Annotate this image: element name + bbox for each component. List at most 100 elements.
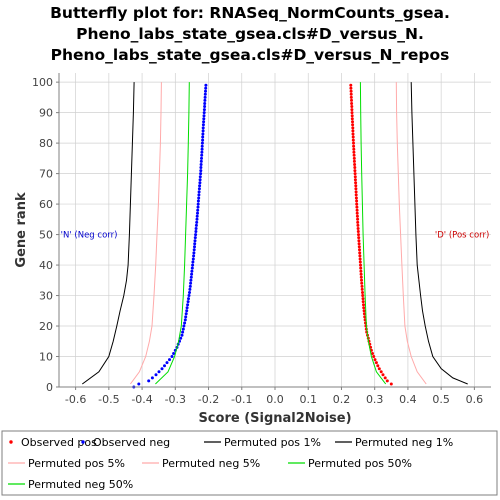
data-point-observed-neg <box>193 239 197 243</box>
data-point-observed-neg <box>199 163 203 166</box>
data-point-observed-neg <box>185 306 189 310</box>
x-tick-label: 0.6 <box>466 393 484 406</box>
x-tick-label: 0.2 <box>333 393 351 406</box>
data-point-observed-neg <box>201 129 205 133</box>
x-tick-label: -0.3 <box>165 393 186 406</box>
data-point-observed-neg <box>195 220 199 224</box>
data-point-observed-pos <box>361 297 365 301</box>
data-point-observed-neg <box>189 278 193 282</box>
data-point-observed-neg <box>200 153 204 157</box>
data-point-observed-neg <box>204 86 208 90</box>
data-point-observed-neg <box>160 367 164 371</box>
data-point-observed-neg <box>199 172 203 176</box>
series-line-permuted-neg-5- <box>129 82 162 385</box>
data-point-observed-neg <box>203 95 207 99</box>
series-layer <box>82 82 468 389</box>
data-point-observed-pos <box>362 303 365 307</box>
data-point-observed-neg <box>198 181 202 185</box>
data-point-observed-neg <box>193 242 197 246</box>
data-point-observed-pos <box>356 223 360 227</box>
data-point-observed-neg <box>147 379 151 383</box>
data-point-observed-pos <box>352 144 356 148</box>
data-point-observed-pos <box>360 281 364 285</box>
data-point-observed-pos <box>363 315 367 319</box>
data-point-observed-neg <box>157 370 161 374</box>
data-point-observed-pos <box>376 364 380 368</box>
data-point-observed-neg <box>201 138 205 142</box>
data-point-observed-pos <box>357 242 361 246</box>
series-line-permuted-neg-50- <box>155 82 190 385</box>
data-point-observed-pos <box>385 379 389 383</box>
data-point-observed-pos <box>352 141 355 145</box>
legend-label-permuted-neg-50-: Permuted neg 50% <box>28 478 133 491</box>
chart-title-line-1: Butterfly plot for: RNASeq_NormCounts_gs… <box>50 4 450 22</box>
data-point-observed-neg <box>191 257 195 261</box>
data-point-observed-pos <box>351 120 354 124</box>
data-point-observed-pos <box>356 227 360 230</box>
data-point-observed-neg <box>137 382 141 386</box>
data-point-observed-pos <box>371 352 374 355</box>
legend-marker-observed-neg <box>81 440 85 444</box>
data-point-observed-neg <box>200 156 203 160</box>
series-line-permuted-neg-1- <box>82 82 135 385</box>
data-point-observed-neg <box>184 312 188 316</box>
data-point-observed-neg <box>181 330 185 334</box>
data-point-observed-neg <box>181 327 185 331</box>
y-tick-label: 100 <box>32 76 53 89</box>
data-point-observed-neg <box>163 364 166 368</box>
x-tick-label: 0.5 <box>432 393 450 406</box>
data-point-observed-neg <box>190 272 194 276</box>
x-tick-label: -0.6 <box>65 393 86 406</box>
data-point-observed-pos <box>361 294 365 297</box>
data-point-observed-pos <box>354 193 358 197</box>
data-point-observed-pos <box>353 169 357 173</box>
x-tick-label: -0.1 <box>231 393 252 406</box>
data-point-observed-neg <box>201 135 205 139</box>
data-point-observed-pos <box>360 278 363 282</box>
data-point-observed-neg <box>188 287 192 291</box>
legend-label-permuted-pos-50-: Permuted pos 50% <box>308 457 412 470</box>
data-point-observed-neg <box>190 269 194 273</box>
y-tick-label: 50 <box>39 229 53 242</box>
data-point-observed-neg <box>202 108 206 112</box>
data-point-observed-neg <box>203 105 207 108</box>
data-point-observed-pos <box>358 260 362 264</box>
x-tick-label: 0.0 <box>266 393 284 406</box>
data-point-observed-neg <box>198 175 202 179</box>
data-point-observed-pos <box>351 123 355 127</box>
data-point-observed-pos <box>352 156 356 160</box>
legend-label-permuted-pos-5-: Permuted pos 5% <box>28 457 125 470</box>
y-tick-label: 70 <box>39 168 53 181</box>
data-point-observed-pos <box>355 211 359 215</box>
data-point-observed-pos <box>352 159 356 163</box>
data-point-observed-pos <box>349 95 353 99</box>
data-point-observed-pos <box>358 257 362 261</box>
legend-marker-observed-pos <box>9 440 13 444</box>
data-point-observed-neg <box>194 233 198 237</box>
annotation-pos-corr: 'D' (Pos corr) <box>435 231 489 241</box>
data-point-observed-neg <box>168 358 171 362</box>
data-point-observed-neg <box>201 132 205 136</box>
data-point-observed-neg <box>182 324 186 328</box>
data-point-observed-neg <box>154 373 158 377</box>
data-point-observed-neg <box>183 321 187 325</box>
data-point-observed-pos <box>353 172 357 176</box>
data-point-observed-neg <box>195 217 199 221</box>
data-point-observed-neg <box>198 178 202 182</box>
data-point-observed-pos <box>358 251 362 255</box>
data-point-observed-neg <box>187 294 191 297</box>
data-point-observed-pos <box>355 205 359 209</box>
data-point-observed-pos <box>379 370 383 374</box>
data-point-observed-pos <box>351 129 355 133</box>
data-point-observed-neg <box>202 117 206 121</box>
data-point-observed-pos <box>352 153 356 157</box>
data-point-observed-pos <box>359 266 363 270</box>
data-point-observed-pos <box>361 300 365 304</box>
data-point-observed-pos <box>358 254 362 258</box>
data-point-observed-pos <box>350 117 354 121</box>
data-point-observed-pos <box>349 86 353 90</box>
data-point-observed-pos <box>353 163 357 166</box>
data-point-observed-neg <box>197 187 201 191</box>
data-point-observed-neg <box>196 205 200 209</box>
data-point-observed-neg <box>196 202 200 206</box>
